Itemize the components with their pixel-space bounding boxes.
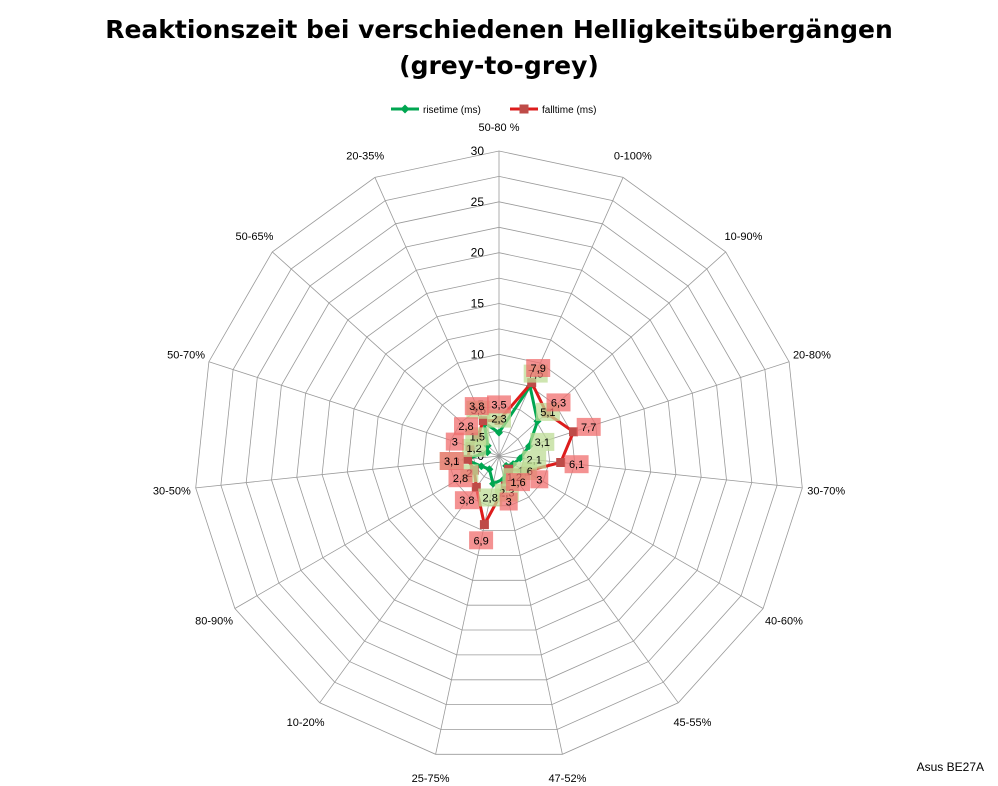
falltime-point: [556, 458, 566, 467]
falltime-data-label: 7,7: [581, 422, 596, 434]
grid-spoke: [498, 455, 679, 704]
falltime-label-box: [499, 492, 518, 511]
falltime-label-box: [454, 491, 479, 510]
falltime-point: [569, 427, 578, 437]
falltime-point: [471, 482, 481, 492]
falltime-label-box: [464, 397, 489, 416]
category-label: 50-65%: [236, 231, 274, 243]
falltime-data-label: 1,6: [510, 477, 525, 489]
category-label: 30-70%: [807, 485, 845, 497]
falltime-data-label: 3,1: [444, 456, 459, 468]
category-label: 80-90%: [195, 616, 233, 628]
data-labels: 2,37,55,13,12,11,61,22,32,823,31,21,53,6…: [439, 359, 601, 550]
grid-ring: [245, 201, 753, 705]
r-tick-label: 30: [471, 144, 485, 158]
risetime-label-box: [487, 409, 511, 428]
category-label: 50-80 %: [479, 122, 520, 134]
falltime-data-label: 6,9: [473, 535, 488, 547]
category-label: 20-35%: [346, 150, 384, 162]
category-label: 10-90%: [725, 231, 763, 243]
grid-ring: [296, 252, 702, 656]
risetime-data-label: 2,8: [483, 493, 498, 505]
category-label: 0-100%: [614, 150, 652, 162]
grid-ring: [422, 379, 576, 531]
falltime-data-label: 3,8: [459, 495, 474, 507]
falltime-data-label: 3: [536, 474, 542, 486]
r-tick-label: 25: [471, 195, 485, 209]
risetime-data-label: 2,3: [491, 414, 506, 426]
grid-ring: [271, 226, 727, 681]
category-label: 45-55%: [673, 717, 711, 729]
falltime-label-box: [454, 417, 478, 436]
category-label: 25-75%: [412, 773, 450, 785]
falltime-label-box: [445, 432, 464, 451]
chart-title: Reaktionszeit bei verschiedenen Helligke…: [105, 15, 893, 44]
falltime-data-label: 6,3: [551, 397, 566, 409]
falltime-point: [478, 416, 488, 426]
falltime-label-box: [469, 531, 494, 550]
r-tick-label: 10: [471, 347, 485, 361]
falltime-label-box: [546, 393, 571, 412]
falltime-data-label: 2,8: [458, 421, 473, 433]
category-label: 40-60%: [765, 616, 803, 628]
grid-ring: [397, 353, 601, 556]
falltime-data-label: 6,1: [569, 459, 584, 471]
legend: risetime (ms) falltime (ms): [391, 104, 596, 116]
r-tick-label: 20: [471, 246, 485, 260]
credit-text: Asus BE27A: [916, 760, 984, 774]
falltime-label-box: [506, 473, 530, 492]
falltime-data-label: 3,8: [469, 401, 484, 413]
chart-subtitle: (grey-to-grey): [399, 51, 599, 80]
legend-label-falltime: falltime (ms): [542, 105, 596, 116]
grid-ring: [220, 175, 778, 730]
falltime-label-box: [576, 417, 601, 436]
falltime-label-box: [526, 359, 551, 377]
radar-grid: [195, 150, 803, 755]
category-label: 20-80%: [793, 349, 831, 361]
falltime-label-box: [448, 469, 473, 488]
legend-label-risetime: risetime (ms): [423, 105, 481, 116]
falltime-label-box: [530, 470, 549, 489]
legend-item-risetime: risetime (ms): [391, 104, 481, 116]
falltime-label-box: [564, 455, 589, 474]
category-label: 10-20%: [287, 717, 325, 729]
grid-ring: [346, 303, 652, 606]
risetime-data-label: 1,2: [466, 443, 481, 455]
category-labels: 50-80 % 0-100% 10-90% 20-80% 30-70% 40-60% 45-…: [153, 122, 846, 785]
category-label: 47-52%: [548, 773, 586, 785]
grid-spoke: [498, 251, 726, 457]
chart-title-block: Reaktionszeit bei verschiedenen Helligke…: [0, 12, 998, 84]
falltime-label-box: [439, 452, 464, 470]
r-tick-label: 15: [471, 297, 485, 311]
category-label: 30-50%: [153, 485, 191, 497]
falltime-data-label: 2,8: [453, 473, 468, 485]
category-label: 50-70%: [167, 349, 205, 361]
risetime-data-label: 3,1: [535, 437, 550, 449]
falltime-data-label: 3,5: [491, 399, 506, 411]
risetime-point: [495, 428, 503, 437]
falltime-data-label: 3: [506, 497, 512, 509]
risetime-point: [477, 462, 486, 471]
grid-ring: [372, 328, 626, 581]
risetime-label-box: [530, 432, 555, 451]
risetime-label-box: [478, 488, 503, 507]
grid-spoke: [498, 455, 803, 489]
falltime-data-label: 7,9: [531, 363, 546, 375]
grid-ring: [195, 150, 803, 755]
risetime-point: [485, 465, 494, 474]
falltime-point: [463, 454, 473, 464]
grid-spoke: [498, 177, 624, 457]
legend-item-falltime: falltime (ms): [510, 104, 596, 116]
grid-ring: [321, 277, 677, 631]
falltime-data-label: 3: [452, 437, 458, 449]
falltime-point: [479, 520, 489, 530]
falltime-label-box: [487, 395, 511, 414]
